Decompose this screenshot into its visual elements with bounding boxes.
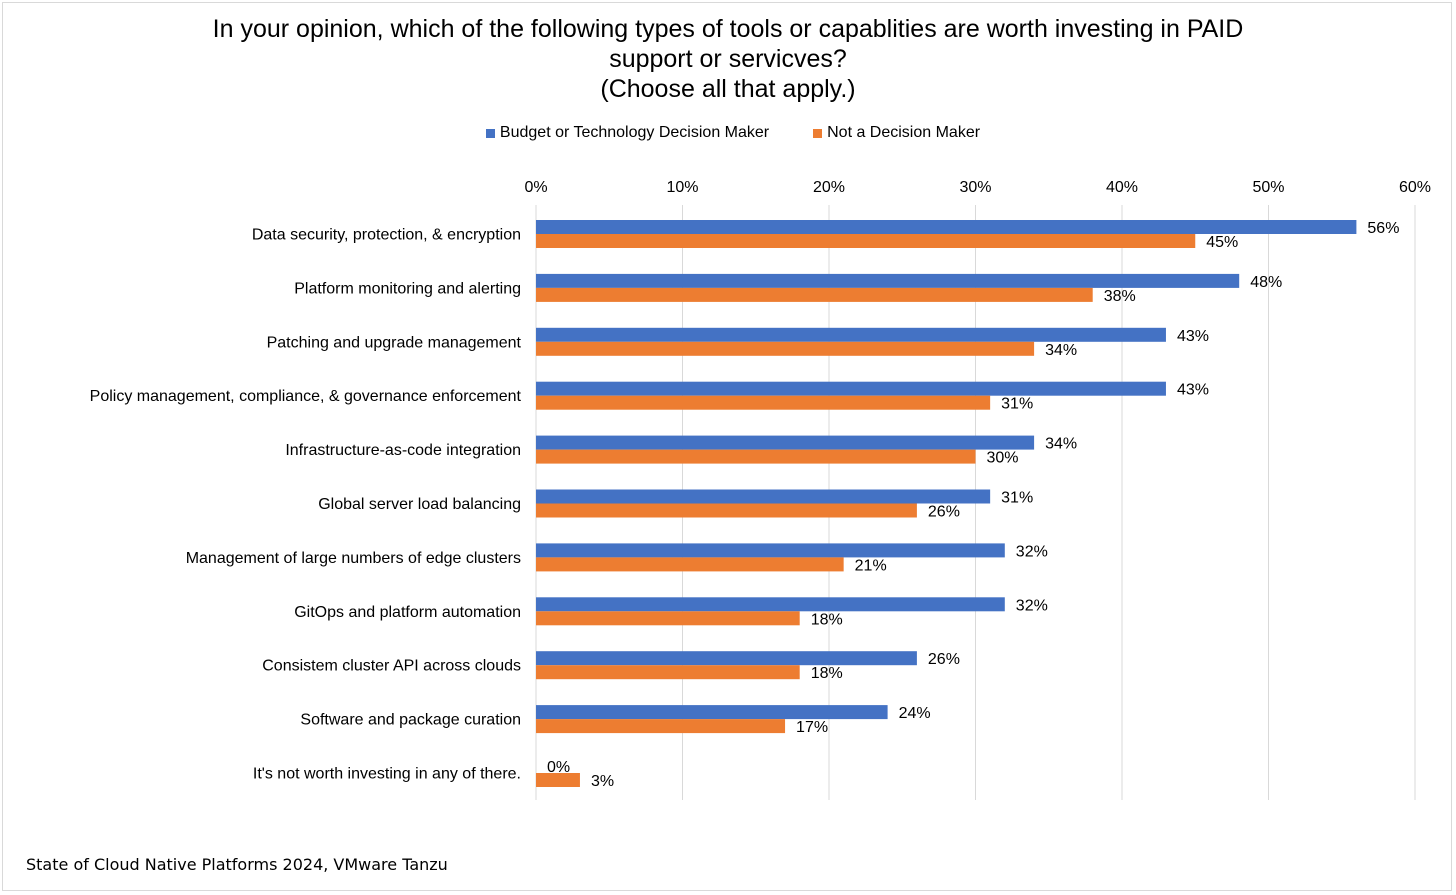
data-label: 18% xyxy=(811,665,843,682)
category-label: Policy management, compliance, & governa… xyxy=(90,388,522,405)
data-label: 31% xyxy=(1001,396,1033,413)
legend-label-decision-maker: Budget or Technology Decision Maker xyxy=(499,124,770,141)
bar-decision-maker xyxy=(536,651,917,666)
x-tick-label: 50% xyxy=(1252,179,1284,196)
bar-decision-maker xyxy=(536,435,1035,450)
bar-decision-maker xyxy=(536,220,1357,234)
legend-swatch-blue xyxy=(485,128,495,138)
chart-title: In your opinion, which of the following … xyxy=(0,14,1456,104)
bar-decision-maker xyxy=(536,327,1166,342)
category-label: Patching and upgrade management xyxy=(267,334,522,351)
bar-not-decision-maker xyxy=(536,449,976,464)
bar-not-decision-maker xyxy=(536,341,1035,356)
bar-not-decision-maker xyxy=(536,665,800,680)
chart-title-line-1: In your opinion, which of the following … xyxy=(212,15,1244,43)
category-label: It's not worth investing in any of there… xyxy=(253,766,521,783)
category-label: GitOps and platform automation xyxy=(294,604,521,621)
x-tick-label: 0% xyxy=(524,179,547,196)
x-tick-label: 40% xyxy=(1106,179,1138,196)
bar-not-decision-maker xyxy=(536,773,580,787)
data-label: 26% xyxy=(928,504,960,521)
data-label: 48% xyxy=(1250,274,1282,291)
category-label: Management of large numbers of edge clus… xyxy=(186,550,521,567)
data-label: 0% xyxy=(547,759,570,776)
x-tick-label: 60% xyxy=(1399,179,1431,196)
data-label: 18% xyxy=(811,611,843,628)
bar-not-decision-maker xyxy=(536,287,1093,302)
data-label: 31% xyxy=(1001,490,1033,507)
bar-decision-maker xyxy=(536,597,1005,612)
data-label: 56% xyxy=(1367,220,1399,237)
category-label: Consistem cluster API across clouds xyxy=(262,658,521,675)
data-label: 32% xyxy=(1016,543,1048,560)
bar-decision-maker xyxy=(536,705,888,720)
data-label: 43% xyxy=(1177,328,1209,345)
data-label: 34% xyxy=(1045,342,1077,359)
legend-swatch-orange xyxy=(813,128,823,138)
x-tick-label: 10% xyxy=(666,179,698,196)
category-label: Platform monitoring and alerting xyxy=(294,280,521,297)
legend-item-not-decision-maker: Not a Decision Maker xyxy=(803,123,980,143)
data-label: 32% xyxy=(1016,597,1048,614)
bar-not-decision-maker xyxy=(536,395,991,410)
category-label: Infrastructure-as-code integration xyxy=(285,442,521,459)
bar-not-decision-maker xyxy=(536,234,1196,248)
data-label: 3% xyxy=(591,773,614,790)
legend-label-not-decision-maker: Not a Decision Maker xyxy=(827,124,981,141)
data-label: 30% xyxy=(987,450,1019,467)
legend-item-decision-maker: Budget or Technology Decision Maker xyxy=(476,123,769,143)
category-label: Global server load balancing xyxy=(318,496,521,513)
data-label: 21% xyxy=(855,557,887,574)
x-tick-label: 20% xyxy=(813,179,845,196)
source-caption: State of Cloud Native Platforms 2024, VM… xyxy=(26,855,448,874)
bar-decision-maker xyxy=(536,489,991,504)
category-label: Data security, protection, & encryption xyxy=(252,227,521,244)
data-label: 17% xyxy=(796,719,828,736)
bar-not-decision-maker xyxy=(536,719,786,734)
chart-legend: Budget or Technology Decision Maker Not … xyxy=(0,123,1456,143)
category-label: Software and package curation xyxy=(300,712,521,729)
bar-not-decision-maker xyxy=(536,503,917,518)
bar-decision-maker xyxy=(536,381,1166,396)
bar-not-decision-maker xyxy=(536,611,800,626)
x-tick-label: 30% xyxy=(959,179,991,196)
data-label: 45% xyxy=(1206,234,1238,251)
bar-not-decision-maker xyxy=(536,557,844,572)
data-label: 26% xyxy=(928,651,960,668)
bar-decision-maker xyxy=(536,543,1005,558)
chart-title-line-3: (Choose all that apply.) xyxy=(600,75,856,103)
data-label: 34% xyxy=(1045,436,1077,453)
chart-title-line-2: support or servicves? xyxy=(609,45,847,73)
data-label: 24% xyxy=(899,705,931,722)
bar-decision-maker xyxy=(536,273,1240,288)
data-label: 43% xyxy=(1177,382,1209,399)
data-label: 38% xyxy=(1104,288,1136,305)
